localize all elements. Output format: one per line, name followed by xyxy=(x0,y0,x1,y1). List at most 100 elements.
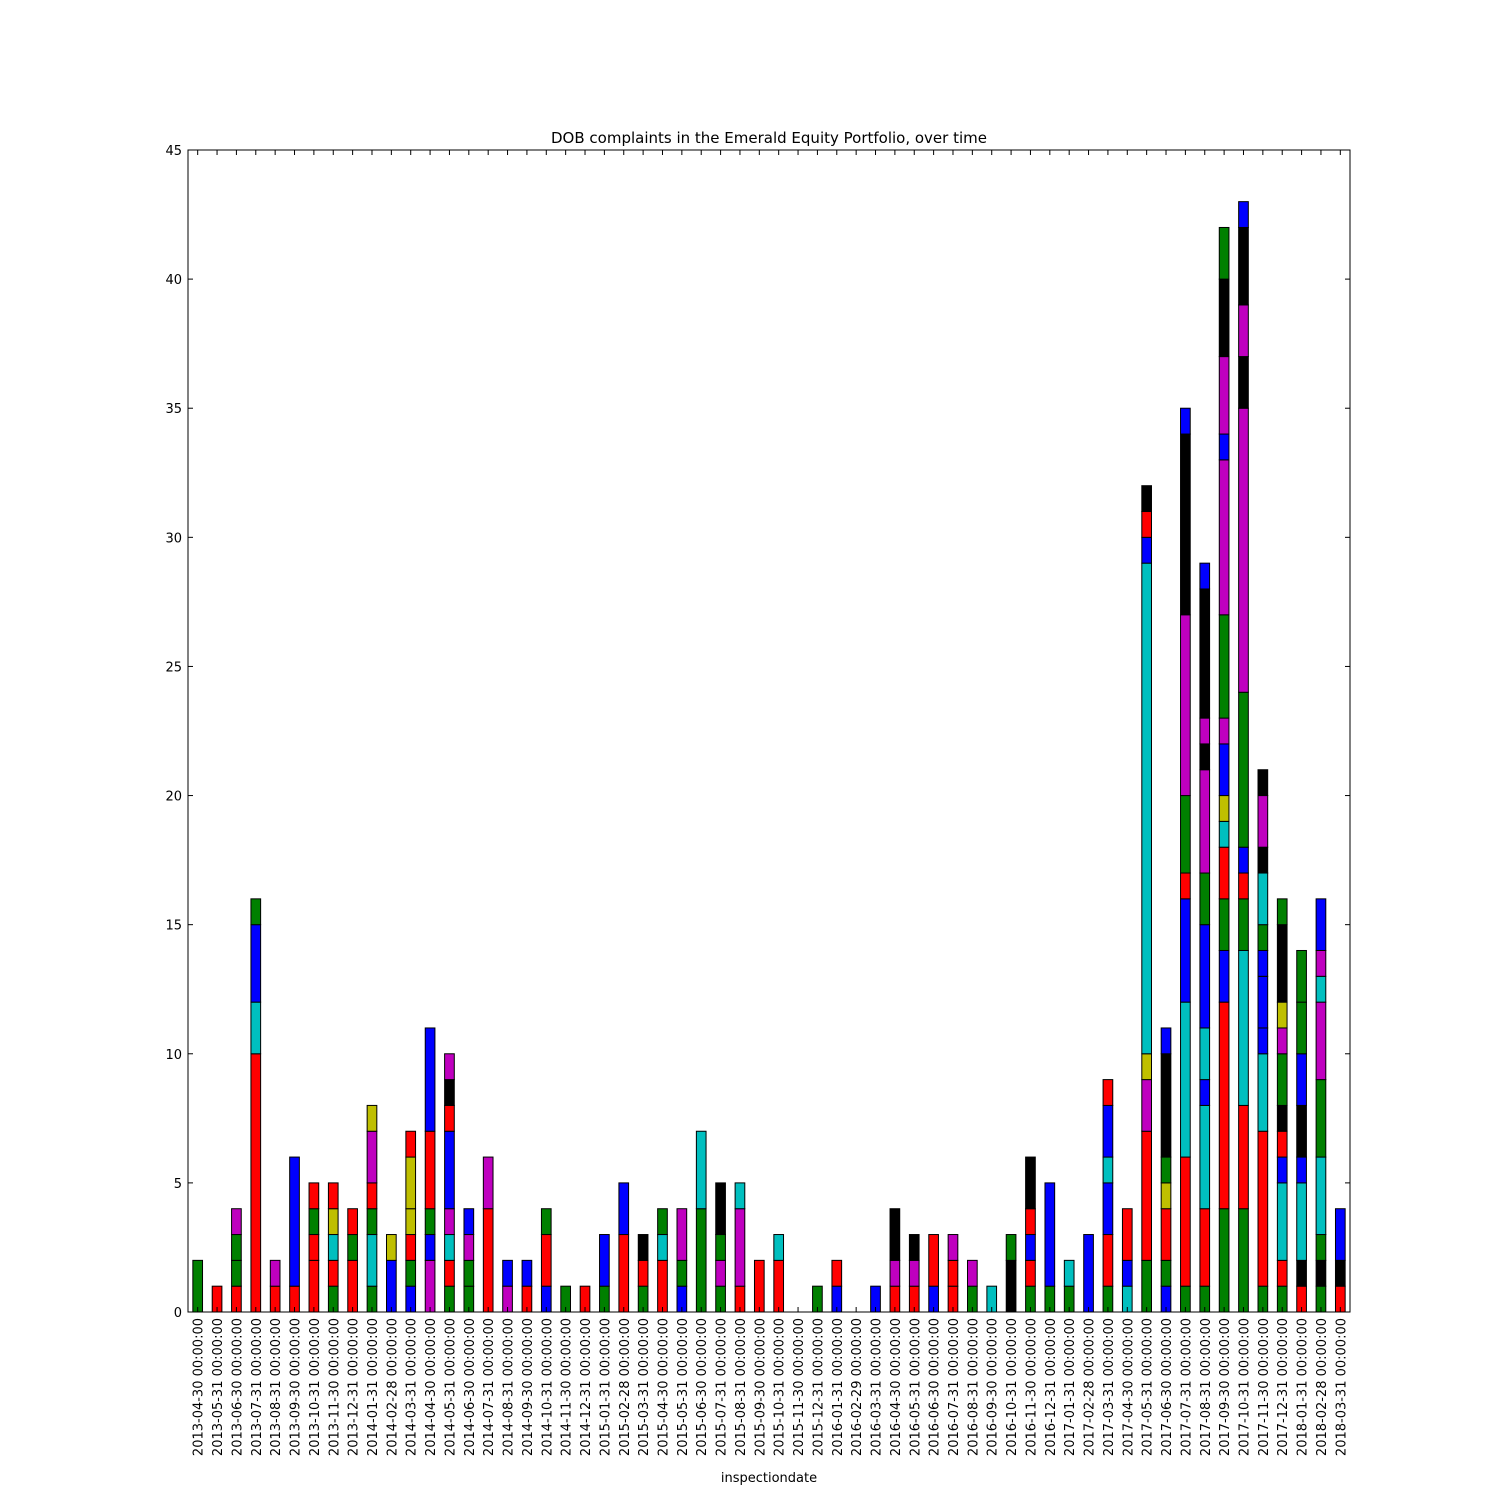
bar-segment xyxy=(1005,1259,1017,1313)
x-tick-label: 2014-07-31 00:00:00 xyxy=(482,1318,497,1456)
bar-segment xyxy=(928,1234,939,1287)
x-tick-label: 2017-01-31 00:00:00 xyxy=(1063,1318,1078,1456)
x-tick-label: 2015-05-31 00:00:00 xyxy=(676,1318,691,1456)
bar-segment xyxy=(1296,1182,1307,1261)
bar-segment xyxy=(308,1208,320,1236)
bar-segment xyxy=(1296,1001,1307,1055)
bar-segment xyxy=(657,1234,668,1261)
y-tick-label: 45 xyxy=(165,144,182,159)
bar-segment xyxy=(1238,226,1249,306)
bar-segment xyxy=(1121,1208,1133,1261)
bar-segment xyxy=(1315,1001,1327,1081)
x-tick-label: 2017-04-30 00:00:00 xyxy=(1121,1318,1136,1456)
bar-segment xyxy=(1180,1156,1191,1287)
bar-segment xyxy=(1238,846,1249,874)
x-tick-label: 2016-06-30 00:00:00 xyxy=(928,1318,943,1456)
bar-segment xyxy=(1218,614,1230,719)
x-tick-label: 2017-03-31 00:00:00 xyxy=(1102,1318,1117,1456)
bar-segment xyxy=(1141,1130,1152,1261)
x-tick-label: 2015-01-31 00:00:00 xyxy=(598,1318,613,1456)
bar-segment xyxy=(618,1182,630,1236)
bar-segment xyxy=(1199,717,1211,745)
bar-segment xyxy=(1005,1234,1017,1261)
bar-segment xyxy=(289,1156,300,1287)
bar-segment xyxy=(1218,795,1230,822)
bar-segment xyxy=(1276,1053,1288,1106)
x-tick-label: 2017-06-30 00:00:00 xyxy=(1160,1318,1175,1456)
bar-segment xyxy=(1180,795,1191,874)
bar-segment xyxy=(1102,1182,1114,1236)
bar-segment xyxy=(424,1130,436,1210)
x-tick-label: 2015-03-31 00:00:00 xyxy=(637,1318,652,1456)
bar-segment xyxy=(250,1053,262,1313)
x-tick-label: 2015-11-30 00:00:00 xyxy=(792,1318,807,1456)
x-tick-label: 2017-12-31 00:00:00 xyxy=(1276,1318,1291,1456)
bar-segment xyxy=(1238,1208,1249,1313)
x-tick-label: 2013-07-31 00:00:00 xyxy=(250,1318,265,1456)
x-tick-label: 2014-09-30 00:00:00 xyxy=(521,1318,536,1456)
bar-segment xyxy=(444,1130,455,1210)
bar-segment xyxy=(444,1053,455,1081)
bar-segment xyxy=(1276,1104,1288,1132)
bar-segment xyxy=(327,1182,339,1210)
x-tick-label: 2014-04-30 00:00:00 xyxy=(424,1318,439,1456)
bar-segment xyxy=(1218,898,1230,951)
bar-segment xyxy=(753,1259,765,1313)
bar-segment xyxy=(366,1130,378,1184)
x-tick-label: 2015-08-31 00:00:00 xyxy=(734,1318,749,1456)
bar-segment xyxy=(424,1208,436,1236)
y-tick-label: 20 xyxy=(165,790,182,805)
y-tick-label: 10 xyxy=(165,1048,182,1063)
bar-segment xyxy=(1160,1208,1172,1261)
bar-segment xyxy=(1238,304,1249,358)
bar-segment xyxy=(1199,562,1211,590)
bar-segment xyxy=(424,1259,436,1313)
x-tick-label: 2015-04-30 00:00:00 xyxy=(656,1318,671,1456)
x-tick-label: 2016-05-31 00:00:00 xyxy=(908,1318,923,1456)
bar-segment xyxy=(715,1182,726,1236)
bar-segment xyxy=(1218,949,1230,1003)
bar-segment xyxy=(1296,1259,1307,1287)
bar-segment xyxy=(1334,1259,1346,1287)
x-tick-label: 2015-06-30 00:00:00 xyxy=(695,1318,710,1456)
bar-segment xyxy=(1199,872,1211,926)
x-tick-label: 2015-09-30 00:00:00 xyxy=(753,1318,768,1456)
x-tick-label: 2014-03-31 00:00:00 xyxy=(405,1318,420,1456)
bar-segment xyxy=(1238,898,1249,951)
y-tick-label: 40 xyxy=(165,273,182,288)
bar-segment xyxy=(1199,1104,1211,1210)
bar-segment xyxy=(1180,898,1191,1003)
bar-segment xyxy=(1276,1001,1288,1029)
bar-segment xyxy=(424,1027,436,1132)
bar-segment xyxy=(1276,924,1288,1003)
x-tick-label: 2014-02-28 00:00:00 xyxy=(385,1318,400,1456)
x-axis-label: inspectiondate xyxy=(721,1471,817,1486)
x-tick-label: 2016-10-31 00:00:00 xyxy=(1005,1318,1020,1456)
bar-segment xyxy=(908,1259,920,1287)
bar-segment xyxy=(1257,1130,1269,1287)
x-tick-label: 2014-08-31 00:00:00 xyxy=(502,1318,517,1456)
bar-segment xyxy=(366,1104,378,1132)
bar-segment xyxy=(618,1234,630,1313)
bar-segment xyxy=(1276,1130,1288,1158)
bar-segment xyxy=(1315,1079,1327,1158)
bar-segment xyxy=(347,1208,358,1236)
bar-segment xyxy=(967,1259,978,1287)
bar-segment xyxy=(1160,1156,1172,1184)
bar-segment xyxy=(1102,1156,1114,1184)
bar-segment xyxy=(405,1259,417,1287)
bar-segment xyxy=(1160,1027,1172,1055)
bar-segment xyxy=(327,1208,339,1236)
bar-segment xyxy=(482,1156,494,1210)
bar-segment xyxy=(1141,1079,1152,1132)
bar-segment xyxy=(1315,1156,1327,1236)
bar-segment xyxy=(1238,872,1249,900)
x-tick-label: 2018-02-28 00:00:00 xyxy=(1315,1318,1330,1456)
chart-title: DOB complaints in the Emerald Equity Por… xyxy=(551,129,987,147)
bar-segment xyxy=(386,1259,397,1313)
bar-segment xyxy=(1141,485,1152,513)
bar-segment xyxy=(637,1234,649,1261)
bar-segment xyxy=(831,1259,843,1287)
bar-segment xyxy=(1257,924,1269,951)
